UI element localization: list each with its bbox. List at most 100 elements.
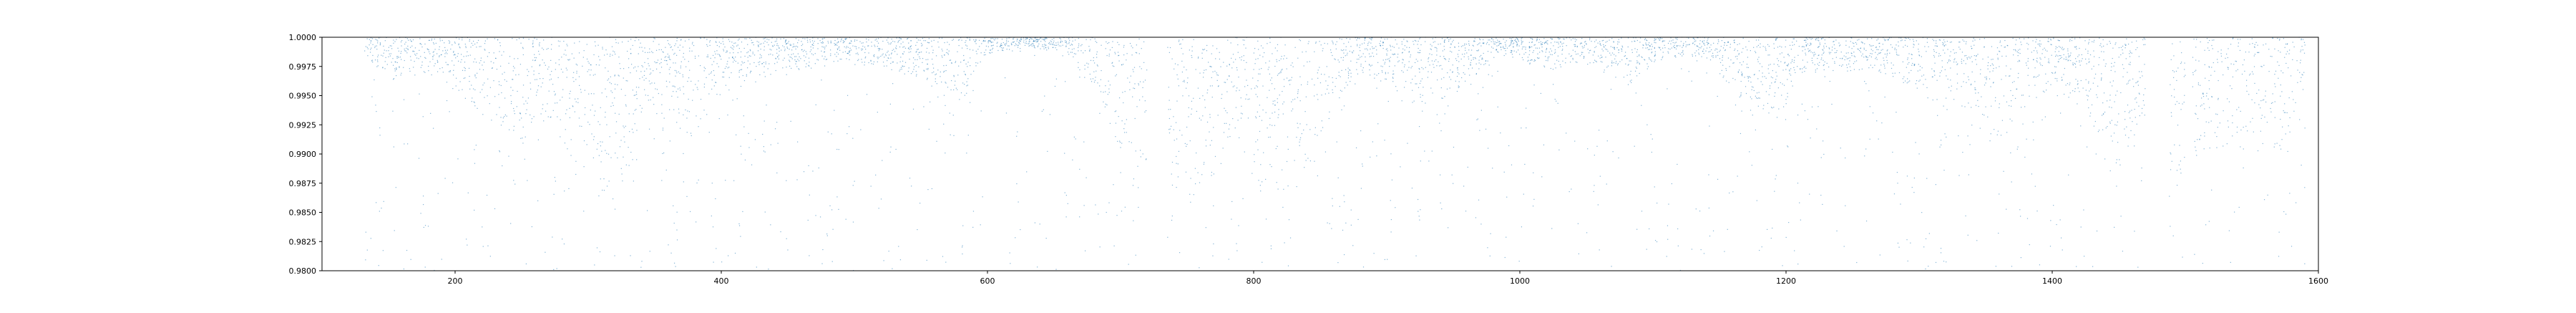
data-point <box>2067 83 2069 85</box>
data-point <box>1984 38 1985 39</box>
data-point <box>1387 50 1388 52</box>
data-point <box>533 116 535 117</box>
data-point <box>437 193 439 194</box>
data-point <box>2057 95 2058 97</box>
data-point <box>1668 52 1669 54</box>
data-point <box>1819 62 1820 63</box>
data-point <box>2074 91 2076 92</box>
data-point <box>1118 60 1120 62</box>
data-point <box>1717 43 1719 44</box>
data-point <box>2076 46 2077 47</box>
data-point <box>1418 47 1419 49</box>
data-point <box>763 42 764 44</box>
data-point <box>763 150 764 152</box>
data-point <box>1765 91 1767 92</box>
data-point <box>1343 43 1345 44</box>
data-point <box>1309 61 1310 62</box>
data-point <box>1966 57 1968 59</box>
data-point <box>764 38 766 39</box>
data-point <box>1480 45 1482 47</box>
data-point <box>1274 65 1276 67</box>
data-point <box>1900 203 1901 205</box>
data-point <box>1518 45 1520 47</box>
data-point <box>565 54 567 56</box>
data-point <box>1504 47 1506 49</box>
data-point <box>1886 54 1888 56</box>
data-point <box>738 223 740 225</box>
data-point <box>1650 134 1652 135</box>
data-point <box>1199 182 1201 183</box>
data-point <box>1528 47 1530 49</box>
data-point <box>1774 191 1775 192</box>
data-point <box>1613 41 1614 42</box>
data-point <box>1785 103 1787 105</box>
data-point <box>1476 50 1478 52</box>
data-point <box>1597 204 1599 206</box>
data-point <box>713 74 715 76</box>
data-point <box>1936 80 1938 81</box>
data-point <box>595 45 596 47</box>
data-point <box>1443 77 1445 78</box>
data-point <box>1042 46 1043 47</box>
data-point <box>1963 73 1965 74</box>
data-point <box>2118 113 2119 115</box>
data-point <box>2009 75 2011 77</box>
data-point <box>1516 44 1518 46</box>
data-point <box>1839 64 1840 66</box>
data-point <box>2170 59 2172 60</box>
data-point <box>2208 80 2210 82</box>
data-point <box>2208 49 2210 51</box>
data-point <box>965 44 967 46</box>
data-point <box>827 42 829 44</box>
data-point <box>1398 60 1400 62</box>
data-point <box>502 117 504 119</box>
data-point <box>1475 217 1477 218</box>
data-point <box>1307 83 1308 85</box>
data-point <box>1727 42 1729 43</box>
data-point <box>1933 40 1935 42</box>
data-point <box>1071 37 1073 39</box>
data-point <box>2088 107 2089 109</box>
data-point <box>867 45 869 47</box>
data-point <box>2051 54 2052 56</box>
data-point <box>821 55 823 57</box>
data-point <box>683 181 684 183</box>
data-point <box>1789 69 1790 71</box>
data-point <box>759 57 761 59</box>
data-point <box>1995 97 1996 98</box>
data-point <box>2076 61 2077 62</box>
data-point <box>641 47 643 48</box>
data-point <box>1461 77 1463 79</box>
data-point <box>611 92 613 93</box>
data-point <box>1033 45 1035 47</box>
data-point <box>555 180 556 182</box>
data-point <box>1849 60 1850 62</box>
data-point <box>2101 77 2102 79</box>
data-point <box>1787 146 1789 148</box>
data-point <box>2256 92 2258 95</box>
data-point <box>1239 90 1240 91</box>
data-point <box>945 82 947 84</box>
data-point <box>1496 45 1498 47</box>
data-point <box>545 110 547 112</box>
data-point <box>1890 44 1892 46</box>
data-point <box>520 138 522 139</box>
data-point <box>1783 85 1785 86</box>
data-point <box>539 45 540 47</box>
data-point <box>1415 40 1417 42</box>
data-point <box>1199 72 1201 74</box>
data-point <box>1782 106 1785 107</box>
data-point <box>927 42 928 43</box>
data-point <box>474 74 476 76</box>
data-point <box>2180 62 2182 64</box>
data-point <box>2009 118 2011 120</box>
data-point <box>1265 178 1267 180</box>
data-point <box>1446 37 1448 39</box>
data-point <box>2112 47 2114 49</box>
data-point <box>472 88 474 90</box>
data-point <box>439 40 441 42</box>
data-point <box>708 93 710 95</box>
data-point <box>1486 42 1488 43</box>
data-point <box>2006 132 2008 133</box>
data-point <box>1035 39 1037 41</box>
